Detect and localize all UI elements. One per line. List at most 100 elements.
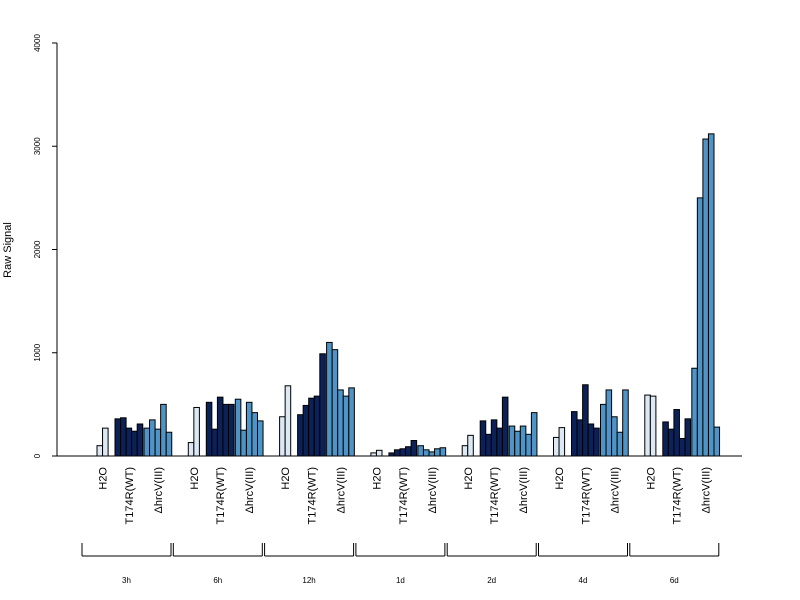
- bar: [702, 138, 709, 457]
- bar: [399, 448, 407, 457]
- bar: [410, 440, 418, 457]
- category-label: H2O: [280, 467, 292, 490]
- bar: [405, 446, 412, 457]
- bar: [467, 434, 474, 457]
- bar: [707, 133, 715, 457]
- bar: [439, 447, 447, 457]
- bar: [525, 433, 532, 457]
- bar: [125, 427, 133, 457]
- category-label: H2O: [645, 467, 657, 490]
- category-label: ΔhrcV(III): [701, 467, 713, 513]
- category-label: T174R(WT): [124, 467, 136, 524]
- y-tick-label: 4000: [33, 34, 42, 52]
- bar: [228, 403, 235, 457]
- category-label: T174R(WT): [580, 467, 592, 524]
- bar: [313, 395, 321, 457]
- category-label: H2O: [463, 467, 475, 490]
- bar: [496, 427, 503, 457]
- bar: [187, 442, 195, 457]
- bar: [600, 403, 607, 457]
- y-tick-label: 2000: [33, 240, 42, 258]
- bar: [713, 426, 721, 457]
- bar: [205, 401, 213, 457]
- bar: [251, 412, 258, 457]
- bar: [120, 417, 127, 457]
- bar: [461, 445, 469, 457]
- bar: [222, 403, 229, 457]
- bar: [673, 409, 680, 457]
- bar: [211, 428, 218, 457]
- bar: [216, 396, 224, 457]
- bar: [422, 449, 430, 457]
- time-label: 1d: [396, 576, 405, 585]
- category-label: ΔhrcV(III): [518, 467, 530, 513]
- bar: [326, 341, 333, 457]
- bar: [667, 428, 675, 457]
- bar: [582, 384, 589, 457]
- bar: [149, 419, 156, 457]
- bar: [279, 416, 286, 457]
- bar: [644, 394, 651, 457]
- bar: [348, 387, 355, 457]
- category-label: H2O: [554, 467, 566, 490]
- category-label: T174R(WT): [398, 467, 410, 524]
- bar: [319, 353, 326, 457]
- category-label: T174R(WT): [489, 467, 501, 524]
- category-label: ΔhrcV(III): [427, 467, 439, 513]
- bar: [662, 421, 669, 457]
- bar: [131, 430, 138, 457]
- time-label: 4d: [579, 576, 588, 585]
- bar: [370, 452, 377, 457]
- category-label: T174R(WT): [672, 467, 684, 524]
- bar: [611, 416, 618, 457]
- y-tick-label: 3000: [33, 137, 42, 155]
- bar: [553, 436, 560, 457]
- bar: [165, 431, 173, 457]
- bar: [428, 451, 436, 457]
- bar: [479, 420, 487, 457]
- bar: [337, 389, 344, 457]
- bar: [102, 427, 109, 457]
- time-label: 12h: [302, 576, 315, 585]
- bar: [114, 418, 122, 457]
- bar: [519, 425, 527, 457]
- bar: [501, 396, 509, 457]
- y-axis: 0 1000 2000 3000 4000: [33, 34, 58, 458]
- category-label: T174R(WT): [306, 467, 318, 524]
- y-tick-label: 1000: [33, 343, 42, 361]
- time-label: 3h: [122, 576, 131, 585]
- bar: [136, 423, 144, 457]
- bar: [388, 452, 395, 457]
- bar: [622, 389, 629, 457]
- time-brackets: 3h 6h 12h 1d 2d 4d 6d: [81, 543, 720, 585]
- category-label: H2O: [371, 467, 383, 490]
- category-label: T174R(WT): [215, 467, 227, 524]
- y-tick-label: 0: [33, 453, 42, 458]
- bar: [393, 449, 401, 457]
- bar: [593, 427, 600, 457]
- bar: [587, 423, 595, 457]
- bar: [696, 197, 704, 457]
- bar: [649, 395, 657, 457]
- bar: [434, 448, 441, 457]
- time-label: 2d: [487, 576, 496, 585]
- category-label: ΔhrcV(III): [609, 467, 621, 513]
- bar: [576, 419, 584, 457]
- category-labels: H2O T174R(WT) ΔhrcV(III) H2O T174R(WT) ΔhrcV(…: [98, 467, 713, 525]
- y-axis-label: Raw Signal: [2, 222, 14, 278]
- bar: [678, 437, 686, 457]
- bar: [490, 419, 498, 457]
- bars: [96, 133, 721, 457]
- category-label: H2O: [189, 467, 201, 490]
- bar: [284, 385, 292, 457]
- bar: [342, 395, 350, 457]
- bar: [558, 427, 566, 457]
- bar: [234, 398, 242, 457]
- bar: [508, 425, 516, 457]
- time-label: 6d: [670, 576, 679, 585]
- category-label: ΔhrcV(III): [335, 467, 347, 513]
- bar: [96, 445, 104, 457]
- category-label: ΔhrcV(III): [153, 467, 165, 513]
- bar: [308, 397, 315, 457]
